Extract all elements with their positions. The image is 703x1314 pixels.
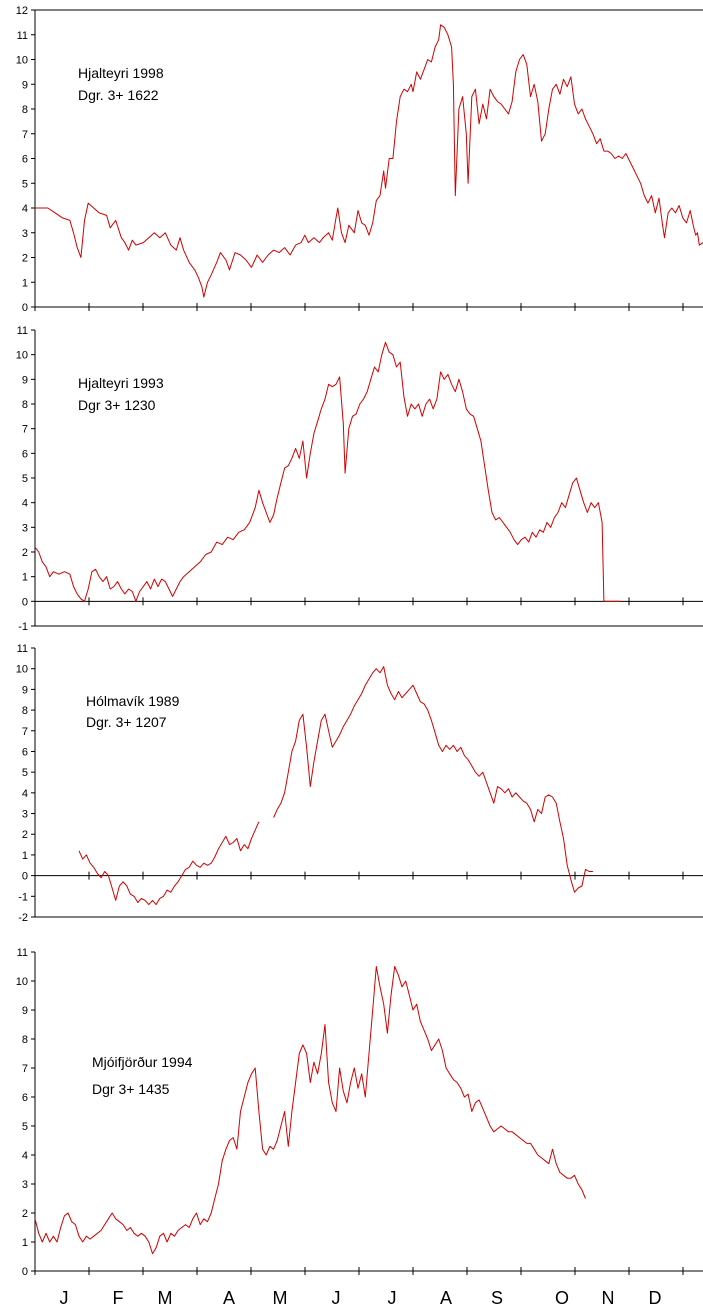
y-tick-label: 11 bbox=[17, 643, 28, 655]
month-label: S bbox=[491, 1288, 503, 1308]
y-tick-label: 6 bbox=[22, 448, 28, 460]
chart-annotation: Hólmavík 1989 bbox=[86, 693, 180, 709]
y-tick-label: 4 bbox=[22, 203, 28, 215]
y-tick-label: 1 bbox=[22, 572, 28, 584]
y-tick-label: 7 bbox=[22, 129, 28, 141]
y-tick-label: 8 bbox=[22, 104, 28, 116]
month-label: A bbox=[223, 1288, 235, 1308]
month-label: J bbox=[388, 1288, 397, 1308]
y-tick-label: 6 bbox=[22, 746, 28, 758]
y-tick-label: 11 bbox=[17, 325, 28, 337]
y-tick-label: 7 bbox=[22, 1063, 28, 1075]
series-line bbox=[34, 966, 586, 1255]
series-line bbox=[273, 666, 593, 893]
chart-panel-4: 0 1 2 3 4 5 6 7 8 9 10 11 Mjóifjörður 1994 Dgr 3+ 143… bbox=[16, 947, 703, 1278]
y-tick-label: 5 bbox=[22, 178, 28, 190]
y-tick-label: 2 bbox=[22, 1208, 28, 1220]
month-label: N bbox=[602, 1288, 615, 1308]
chart-annotation: Dgr 3+ 1435 bbox=[92, 1081, 170, 1097]
y-tick-label: -1 bbox=[18, 891, 28, 903]
chart-panel-3: -2 -1 0 1 2 3 4 5 6 7 8 9 10 11 Hólmavík 1989 Dgr. 3+ 1… bbox=[16, 643, 703, 924]
y-tick-label: 12 bbox=[16, 5, 28, 17]
y-tick-label: 5 bbox=[22, 767, 28, 779]
month-label: O bbox=[555, 1288, 569, 1308]
y-tick-label: 2 bbox=[22, 829, 28, 841]
y-tick-label: 2 bbox=[22, 547, 28, 559]
month-label: J bbox=[60, 1288, 69, 1308]
chart-annotation: Dgr. 3+ 1207 bbox=[86, 714, 167, 730]
y-tick-label: 3 bbox=[22, 809, 28, 821]
chart-annotation: Hjalteyri 1998 bbox=[78, 65, 164, 81]
y-tick-label: 0 bbox=[22, 1266, 28, 1278]
y-tick-label: 5 bbox=[22, 473, 28, 485]
y-tick-label: 8 bbox=[22, 399, 28, 411]
series-line bbox=[34, 341, 621, 602]
chart-annotation: Hjalteyri 1993 bbox=[78, 375, 164, 391]
month-label: M bbox=[158, 1288, 173, 1308]
y-tick-label: 7 bbox=[22, 726, 28, 738]
series-line bbox=[78, 821, 260, 906]
y-tick-label: -1 bbox=[18, 621, 28, 633]
y-tick-label: 6 bbox=[22, 154, 28, 166]
month-label: F bbox=[113, 1288, 124, 1308]
chart-annotation: Dgr 3+ 1230 bbox=[78, 397, 156, 413]
y-tick-label: 6 bbox=[22, 1092, 28, 1104]
y-tick-label: 1 bbox=[22, 1237, 28, 1249]
y-tick-label: 11 bbox=[17, 947, 28, 959]
y-tick-label: 9 bbox=[22, 684, 28, 696]
y-tick-label: 4 bbox=[22, 788, 28, 800]
y-tick-label: 0 bbox=[22, 871, 28, 883]
y-tick-label: 3 bbox=[22, 1179, 28, 1191]
month-label: M bbox=[273, 1288, 288, 1308]
chart-annotation: Mjóifjörður 1994 bbox=[92, 1054, 193, 1070]
y-tick-label: 3 bbox=[22, 522, 28, 534]
chart-panel-2: -1 0 1 2 3 4 5 6 7 8 9 10 11 Hjalteyri 1993 Dgr 3+ 123… bbox=[16, 325, 703, 633]
y-tick-label: 9 bbox=[22, 374, 28, 386]
y-tick-label: 9 bbox=[22, 79, 28, 91]
y-tick-label: 3 bbox=[22, 228, 28, 240]
y-tick-label: 0 bbox=[22, 596, 28, 608]
y-tick-label: 1 bbox=[22, 850, 28, 862]
y-tick-label: 0 bbox=[22, 302, 28, 314]
month-label: A bbox=[440, 1288, 452, 1308]
series-line bbox=[35, 24, 703, 298]
month-label: J bbox=[332, 1288, 341, 1308]
y-tick-label: 2 bbox=[22, 253, 28, 265]
y-tick-label: 5 bbox=[22, 1121, 28, 1133]
y-tick-label: 4 bbox=[22, 1150, 28, 1162]
chart-annotation: Dgr. 3+ 1622 bbox=[78, 87, 159, 103]
y-tick-label: -2 bbox=[18, 912, 28, 924]
y-tick-label: 9 bbox=[22, 1005, 28, 1017]
y-tick-label: 8 bbox=[22, 1034, 28, 1046]
y-tick-label: 10 bbox=[16, 976, 28, 988]
y-tick-label: 11 bbox=[17, 30, 28, 42]
y-tick-label: 7 bbox=[22, 424, 28, 436]
y-tick-label: 8 bbox=[22, 705, 28, 717]
y-tick-label: 4 bbox=[22, 498, 28, 510]
y-tick-label: 1 bbox=[22, 277, 28, 289]
y-tick-label: 10 bbox=[16, 55, 28, 67]
month-label: D bbox=[649, 1288, 662, 1308]
y-tick-label: 10 bbox=[16, 350, 28, 362]
y-tick-label: 10 bbox=[16, 664, 28, 676]
